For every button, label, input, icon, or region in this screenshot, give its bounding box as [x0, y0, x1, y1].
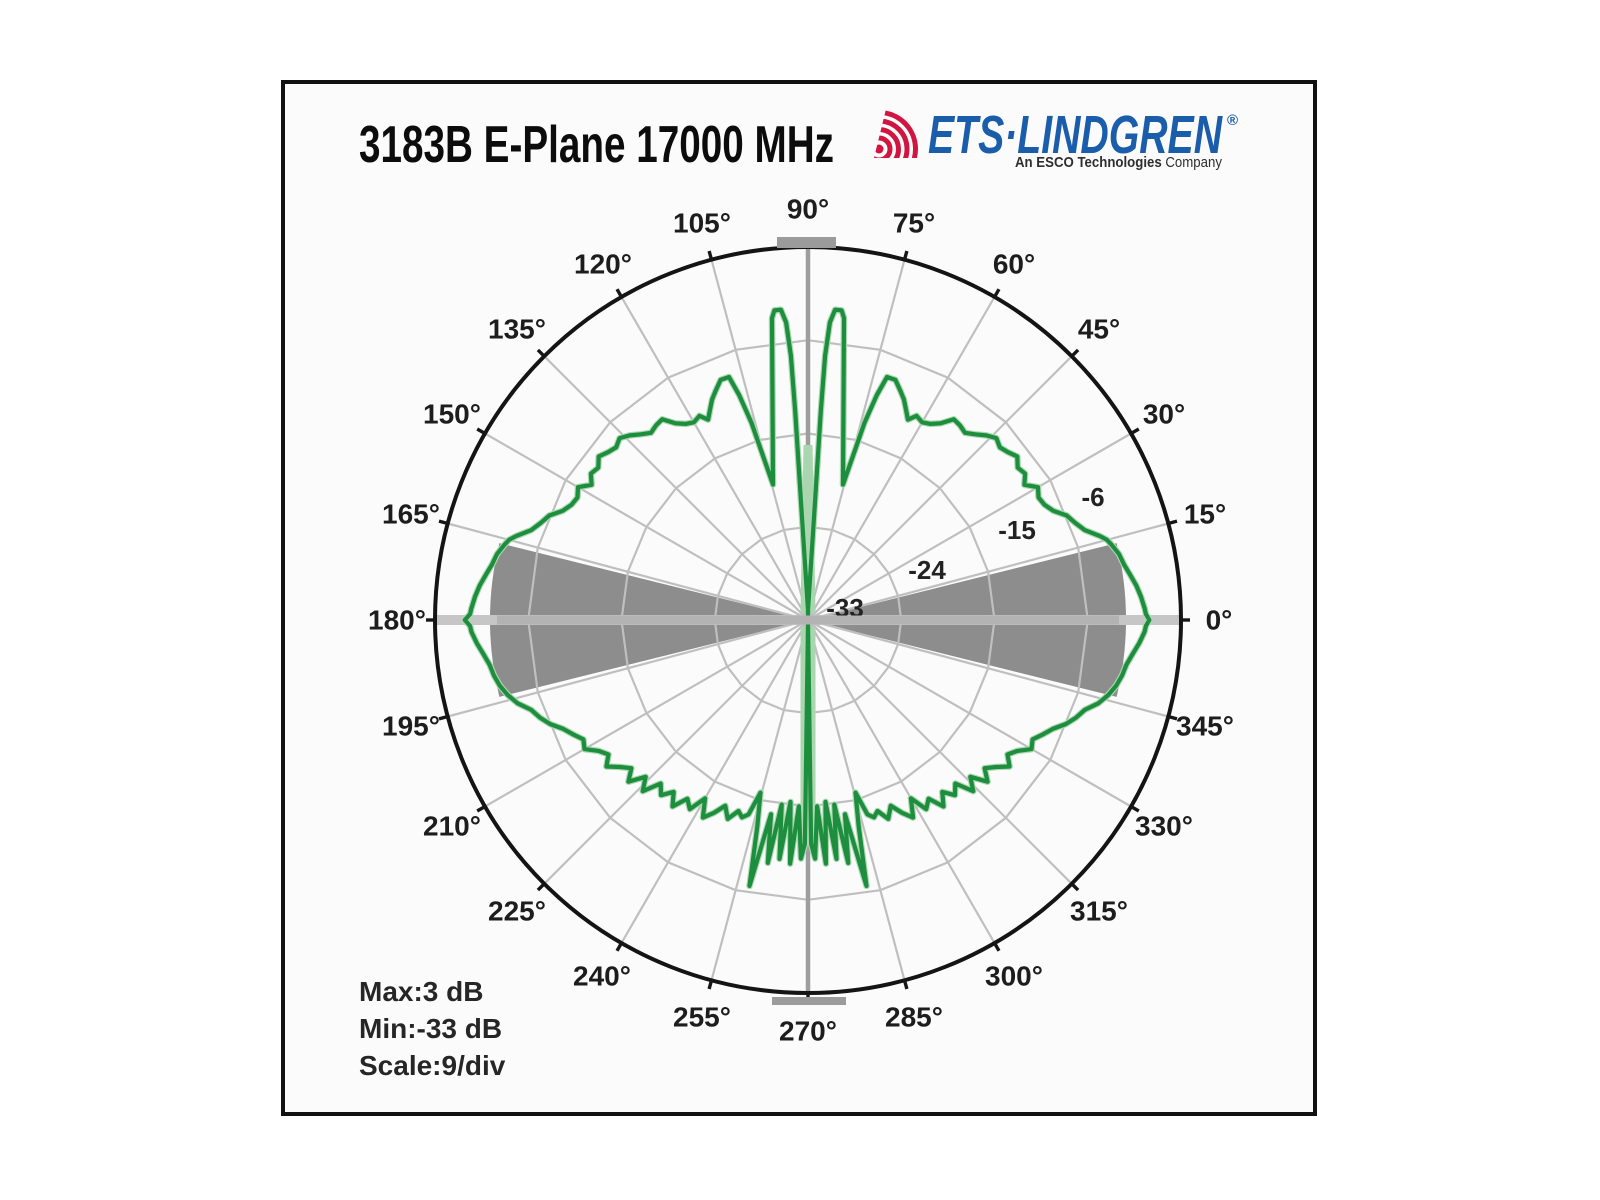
- svg-text:0°: 0°: [1206, 605, 1233, 636]
- svg-text:3183B E-Plane 17000 MHz: 3183B E-Plane 17000 MHz: [359, 116, 834, 174]
- svg-text:330°: 330°: [1135, 811, 1193, 842]
- svg-text:An ESCO Technologies Company: An ESCO Technologies Company: [1015, 154, 1222, 171]
- svg-text:-6: -6: [1081, 482, 1104, 512]
- svg-text:240°: 240°: [573, 961, 631, 992]
- svg-text:®: ®: [1227, 112, 1238, 129]
- svg-text:75°: 75°: [893, 208, 935, 239]
- svg-text:ETS·LINDGREN: ETS·LINDGREN: [928, 105, 1223, 165]
- svg-text:210°: 210°: [423, 811, 481, 842]
- svg-text:Scale:9/div: Scale:9/div: [359, 1050, 506, 1081]
- svg-text:150°: 150°: [423, 399, 481, 430]
- svg-text:225°: 225°: [488, 896, 546, 927]
- svg-text:300°: 300°: [985, 961, 1043, 992]
- svg-text:30°: 30°: [1143, 399, 1185, 430]
- svg-text:Min:-33 dB: Min:-33 dB: [359, 1013, 502, 1044]
- svg-text:Max:3 dB: Max:3 dB: [359, 976, 483, 1007]
- svg-text:105°: 105°: [673, 208, 731, 239]
- svg-text:285°: 285°: [885, 1002, 943, 1033]
- svg-text:45°: 45°: [1078, 314, 1120, 345]
- svg-text:270°: 270°: [779, 1016, 837, 1047]
- svg-text:120°: 120°: [574, 249, 632, 280]
- svg-text:60°: 60°: [993, 249, 1035, 280]
- svg-text:-24: -24: [908, 555, 946, 585]
- svg-text:165°: 165°: [382, 499, 440, 530]
- svg-text:15°: 15°: [1184, 499, 1226, 530]
- svg-text:315°: 315°: [1070, 896, 1128, 927]
- svg-text:135°: 135°: [488, 314, 546, 345]
- svg-text:-15: -15: [998, 515, 1036, 545]
- svg-text:195°: 195°: [382, 711, 440, 742]
- svg-text:255°: 255°: [673, 1002, 731, 1033]
- svg-text:90°: 90°: [787, 194, 829, 225]
- svg-text:345°: 345°: [1176, 711, 1234, 742]
- svg-text:180°: 180°: [368, 605, 426, 636]
